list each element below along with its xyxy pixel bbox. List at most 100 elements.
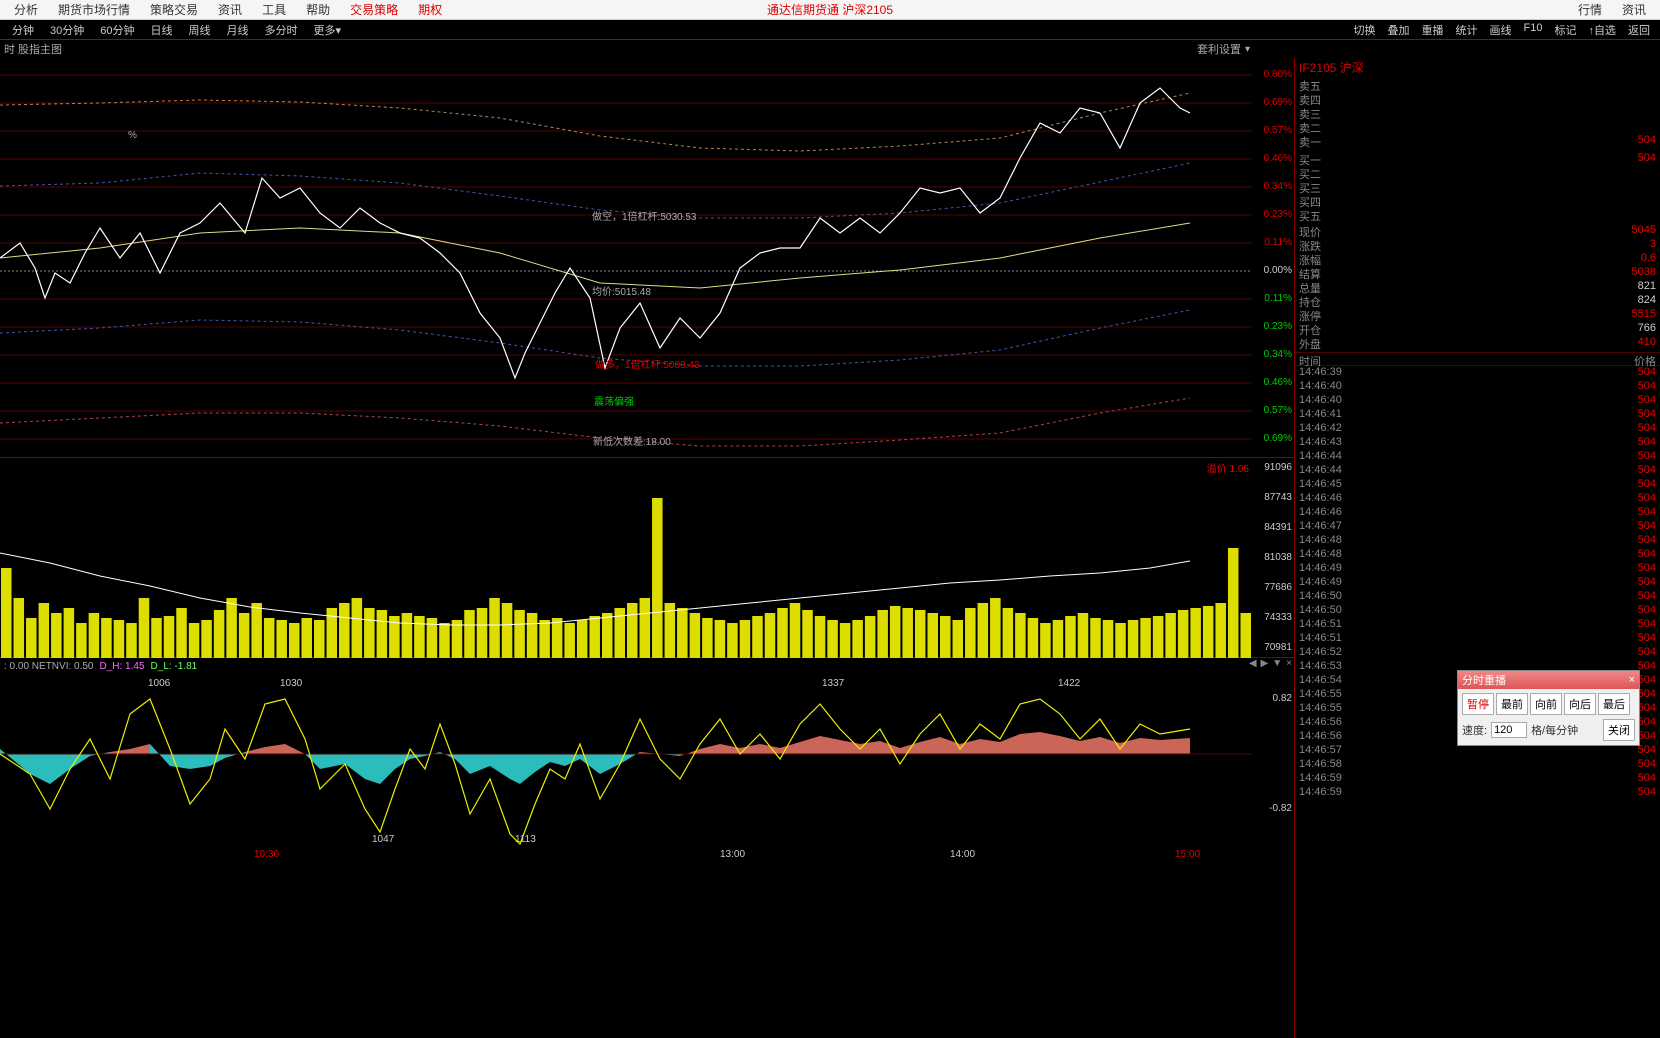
y-axis-label: 91096 — [1264, 462, 1292, 473]
y-axis-label: 0.23% — [1264, 321, 1292, 332]
tick-row: 14:46:59504 — [1295, 772, 1660, 786]
ask-row: 卖四 — [1299, 92, 1656, 106]
tick-row: 14:46:51504 — [1295, 618, 1660, 632]
close-icon[interactable]: × — [1629, 674, 1635, 686]
menu-item[interactable]: 期权 — [408, 1, 452, 18]
y-axis-label: 0.00% — [1264, 265, 1292, 276]
replay-button[interactable]: 向前 — [1530, 693, 1562, 715]
tick-row: 14:46:49504 — [1295, 562, 1660, 576]
indicator-header: : 0.00 NETNVI: 0.50 D_H: 1.45D_L: -1.81 … — [0, 658, 1294, 674]
menu-item[interactable]: 工具 — [252, 1, 296, 18]
menu-item[interactable]: 资讯 — [1612, 1, 1656, 18]
tick-row: 14:46:58504 — [1295, 758, 1660, 772]
chart-title: 时 股指主图 — [4, 41, 62, 57]
replay-dialog[interactable]: 分时重播 × 暂停最前向前向后最后 速度: 格/每分钟 关闭 — [1457, 670, 1640, 746]
time-tick: 14:00 — [950, 849, 975, 860]
y-axis-label: 84391 — [1264, 522, 1292, 533]
speed-input[interactable] — [1491, 722, 1527, 738]
price-chart[interactable]: 0.80%0.69%0.57%0.46%0.34%0.23%0.11%0.00%… — [0, 58, 1294, 458]
time-axis: 10:3013:0014:0015:00 — [0, 849, 1294, 865]
chart-subtitle-bar: 时 股指主图 套利设置 — [0, 40, 1660, 58]
info-row: 持仓824 — [1295, 294, 1660, 308]
timeframe-item[interactable]: 周线 — [181, 22, 219, 38]
indicator-label: 1047 — [372, 834, 394, 845]
y-axis-label: 0.69% — [1264, 97, 1292, 108]
y-axis-label: 0.34% — [1264, 349, 1292, 360]
tool-item[interactable]: 画线 — [1484, 22, 1518, 38]
indicator-label: 1422 — [1058, 678, 1080, 689]
tick-row: 14:46:48504 — [1295, 548, 1660, 562]
y-axis-label: 0.82 — [1273, 693, 1292, 704]
bid-row: 买一504 — [1299, 152, 1656, 166]
info-row: 涨停5515 — [1295, 308, 1660, 322]
timeframe-bar: 分钟30分钟60分钟日线周线月线多分时更多▾ 切换叠加重播统计画线F10标记↑自… — [0, 20, 1660, 40]
y-axis-label: 0.11% — [1264, 293, 1292, 304]
tool-item[interactable]: 叠加 — [1382, 22, 1416, 38]
replay-button[interactable]: 暂停 — [1462, 693, 1494, 715]
tool-item[interactable]: 标记 — [1549, 22, 1583, 38]
y-axis-label: 70981 — [1264, 642, 1292, 653]
tool-item[interactable]: 重播 — [1416, 22, 1450, 38]
tick-header: 时间 价格 — [1295, 352, 1660, 366]
volume-chart[interactable]: 溢价 1.05 91096877438439181038776867433370… — [0, 458, 1294, 658]
y-axis-label: 0.46% — [1264, 377, 1292, 388]
replay-button[interactable]: 向后 — [1564, 693, 1596, 715]
menu-item[interactable]: 资讯 — [208, 1, 252, 18]
timeframe-item[interactable]: 月线 — [219, 22, 257, 38]
timeframe-item[interactable]: 30分钟 — [42, 22, 92, 38]
info-row: 总量821 — [1295, 280, 1660, 294]
ask-row: 卖二 — [1299, 120, 1656, 134]
instrument-header: IF2105 沪深 — [1295, 58, 1660, 76]
menu-item[interactable]: 策略交易 — [140, 1, 208, 18]
y-axis-label: 0.34% — [1264, 181, 1292, 192]
bid-row: 买二 — [1299, 166, 1656, 180]
y-axis-label: 81038 — [1264, 552, 1292, 563]
tool-item[interactable]: F10 — [1518, 22, 1549, 38]
y-axis-label: 0.57% — [1264, 405, 1292, 416]
replay-button[interactable]: 最前 — [1496, 693, 1528, 715]
close-button[interactable]: 关闭 — [1603, 719, 1635, 741]
bid-row: 买五 — [1299, 208, 1656, 222]
y-axis-label: 0.11% — [1264, 237, 1292, 248]
menu-item[interactable]: 交易策略 — [340, 1, 408, 18]
y-axis-label: 87743 — [1264, 492, 1292, 503]
arbitrage-dropdown[interactable]: 套利设置 — [1197, 41, 1250, 57]
tick-row: 14:46:47504 — [1295, 520, 1660, 534]
timeframe-item[interactable]: 60分钟 — [92, 22, 142, 38]
tool-item[interactable]: 统计 — [1450, 22, 1484, 38]
tick-row: 14:46:45504 — [1295, 478, 1660, 492]
tick-row: 14:46:41504 — [1295, 408, 1660, 422]
tool-item[interactable]: 切换 — [1348, 22, 1382, 38]
indicator-control[interactable]: × — [1286, 658, 1292, 669]
menu-item[interactable]: 行情 — [1568, 1, 1612, 18]
tick-row: 14:46:46504 — [1295, 492, 1660, 506]
timeframe-item[interactable]: 多分时 — [257, 22, 306, 38]
time-tick: 13:00 — [720, 849, 745, 860]
indicator-label: 1006 — [148, 678, 170, 689]
tick-row: 14:46:46504 — [1295, 506, 1660, 520]
timeframe-item[interactable]: 更多▾ — [306, 22, 350, 38]
tick-row: 14:46:40504 — [1295, 380, 1660, 394]
tool-item[interactable]: 返回 — [1622, 22, 1656, 38]
indicator-label: 1113 — [515, 834, 536, 845]
menu-item[interactable]: 分析 — [4, 1, 48, 18]
tool-item[interactable]: ↑自选 — [1583, 22, 1623, 38]
indicator-chart[interactable]: 1006103013371422 10471113 0.82-0.82 — [0, 674, 1294, 849]
y-axis-label: 0.69% — [1264, 433, 1292, 444]
order-book: 卖五卖四卖三卖二卖一504买一504买二买三买四买五 — [1295, 76, 1660, 224]
quote-panel: IF2105 沪深 卖五卖四卖三卖二卖一504买一504买二买三买四买五 现价5… — [1294, 58, 1660, 1038]
tick-row: 14:46:42504 — [1295, 422, 1660, 436]
timeframe-item[interactable]: 日线 — [143, 22, 181, 38]
indicator-control[interactable]: ▶ — [1261, 658, 1269, 669]
menubar: 分析期货市场行情策略交易资讯工具帮助交易策略期权 通达信期货通 沪深2105 行… — [0, 0, 1660, 20]
info-row: 开仓766 — [1295, 322, 1660, 336]
indicator-control[interactable]: ◀ — [1249, 658, 1257, 669]
chart-annotation: 震荡偏强 — [594, 393, 634, 408]
menu-item[interactable]: 帮助 — [296, 1, 340, 18]
indicator-control[interactable]: ▼ — [1272, 658, 1282, 669]
menu-item[interactable]: 期货市场行情 — [48, 1, 140, 18]
premium-label: 溢价 1.05 — [1207, 460, 1249, 475]
tick-row: 14:46:48504 — [1295, 534, 1660, 548]
timeframe-item[interactable]: 分钟 — [4, 22, 42, 38]
replay-button[interactable]: 最后 — [1598, 693, 1630, 715]
